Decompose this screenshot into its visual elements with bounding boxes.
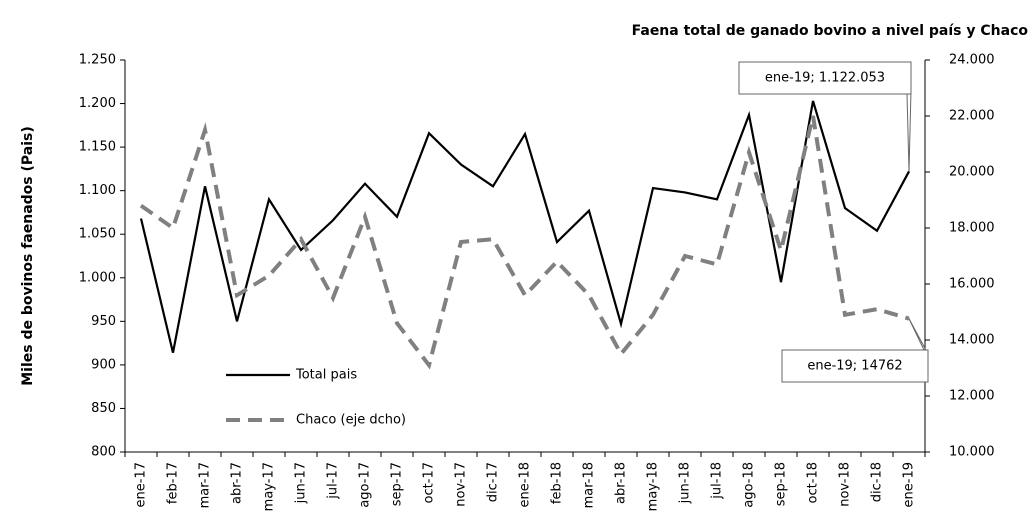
series-line	[139, 115, 910, 370]
y-tick-label: 900	[91, 357, 116, 372]
x-tick-label: nov-17	[454, 462, 469, 507]
y2-tick-label: 24.000	[949, 53, 995, 68]
y-axis-label: Miles de bovinos faenados (Pais)	[20, 126, 36, 386]
x-tick-label: ago-18	[742, 462, 757, 508]
y-tick-label: 800	[91, 445, 116, 460]
y-tick-label: 1.250	[79, 53, 116, 68]
y2-tick-label: 16.000	[949, 277, 995, 292]
y-tick-label: 1.150	[79, 140, 116, 155]
x-tick-label: may-18	[646, 462, 661, 511]
y2-tick-label: 20.000	[949, 165, 995, 180]
series-line	[139, 100, 910, 353]
annotation-box	[738, 61, 912, 95]
x-tick-label: jun-17	[294, 462, 309, 504]
x-tick-label: mar-18	[582, 462, 597, 508]
y-tick-label: 850	[91, 401, 116, 416]
x-tick-label: mar-17	[198, 462, 213, 508]
x-tick-label: jul-18	[710, 462, 725, 500]
x-tick-label: ene-17	[134, 462, 149, 507]
leader	[908, 89, 912, 172]
x-tick-label: sep-17	[390, 462, 405, 506]
y-tick-label: 950	[91, 314, 116, 329]
leader	[908, 318, 929, 355]
y2-tick-label: 22.000	[949, 109, 995, 124]
x-tick-label: ago-17	[358, 462, 373, 508]
annotation: ene-19; 1.122.053	[765, 71, 885, 86]
annotation: ene-19; 14762	[807, 359, 902, 374]
y-tick-label: 1.100	[79, 183, 116, 198]
x-tick-label: oct-17	[422, 462, 437, 503]
x-tick-label: oct-18	[806, 462, 821, 503]
annotation-box	[781, 349, 929, 383]
legend-label: Total pais	[295, 368, 357, 383]
x-tick-label: may-17	[262, 462, 277, 511]
y2-tick-label: 12.000	[949, 389, 995, 404]
y-tick-label: 1.050	[79, 227, 116, 242]
x-tick-label: jul-17	[326, 462, 341, 500]
y-tick-label: 1.200	[79, 96, 116, 111]
x-tick-label: abr-17	[230, 462, 245, 504]
leader	[906, 93, 910, 172]
x-tick-label: dic-18	[870, 462, 885, 502]
x-tick-label: jun-18	[678, 462, 693, 504]
y-tick-label: 1.000	[79, 270, 116, 285]
legend-label: Chaco (eje dcho)	[296, 413, 406, 428]
y2-tick-label: 10.000	[949, 445, 995, 460]
y2-tick-label: 18.000	[949, 221, 995, 236]
chart-title: Faena total de ganado bovino a nivel paí…	[632, 23, 1029, 39]
x-tick-label: abr-18	[614, 462, 629, 504]
y2-tick-label: 14.000	[949, 333, 995, 348]
x-tick-label: feb-17	[166, 462, 181, 504]
x-tick-label: dic-17	[486, 462, 501, 502]
x-tick-label: feb-18	[550, 462, 565, 504]
x-tick-label: ene-19	[902, 462, 917, 507]
x-tick-label: sep-18	[774, 462, 789, 506]
x-tick-label: nov-18	[838, 462, 853, 507]
x-tick-label: ene-18	[518, 462, 533, 507]
